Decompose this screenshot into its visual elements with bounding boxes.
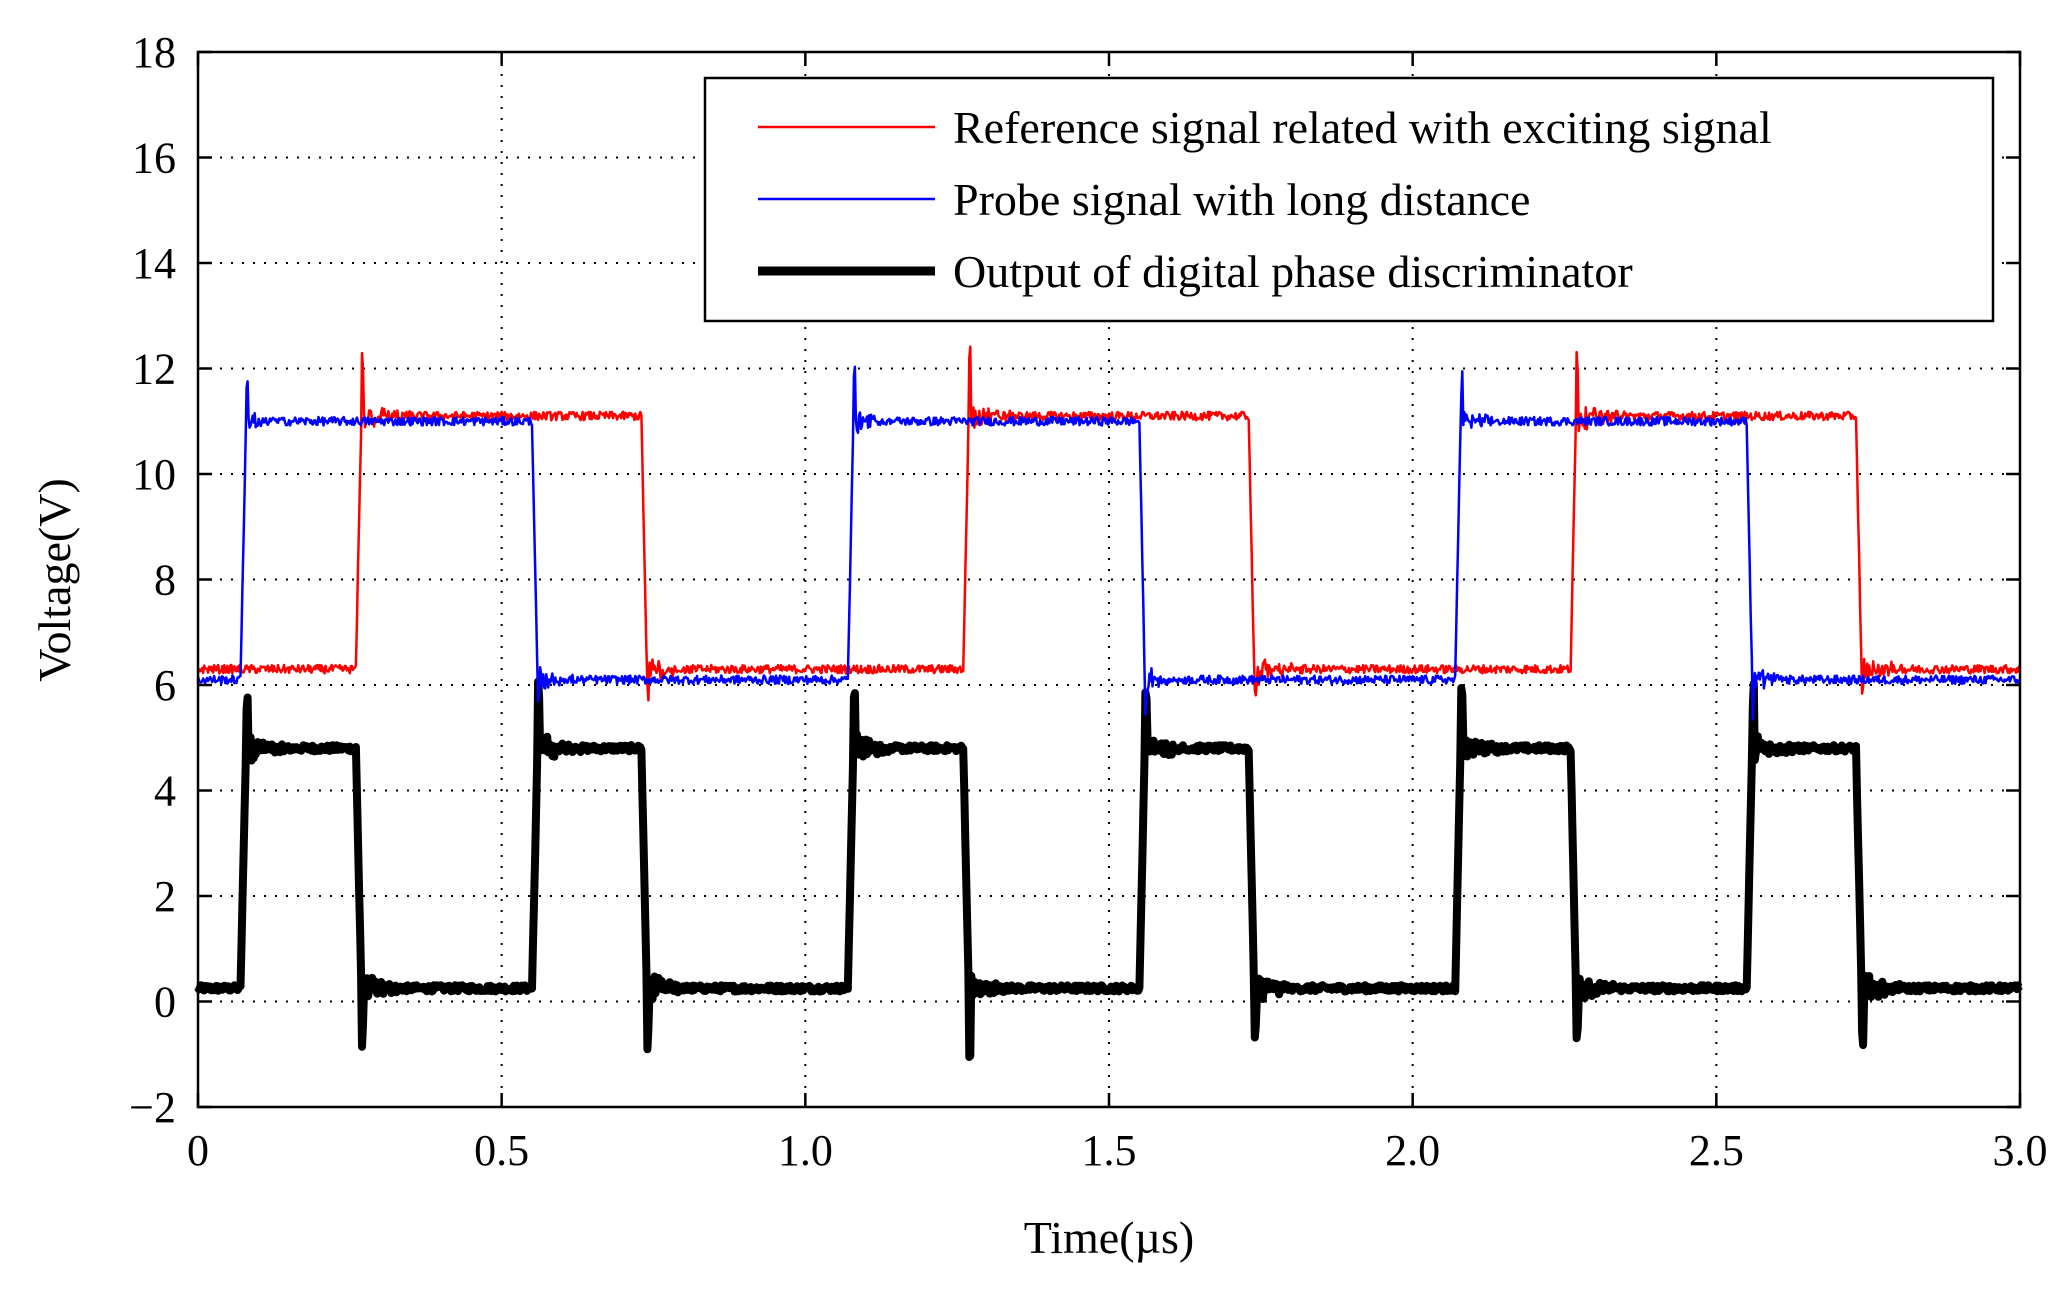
series-layer: [194, 345, 2023, 1061]
legend-label-output: Output of digital phase discriminator: [953, 246, 1633, 297]
y-tick-label: −2: [129, 1083, 176, 1132]
y-tick-label: 12: [132, 345, 176, 394]
series-reference-line: [197, 345, 2022, 702]
series-output-line: [194, 677, 2023, 1061]
legend-label-reference: Reference signal related with exciting s…: [953, 102, 1772, 153]
y-tick-label: 0: [154, 978, 176, 1027]
x-tick-label: 1.0: [778, 1126, 833, 1175]
y-tick-label: 4: [154, 767, 176, 816]
x-tick-label: 0.5: [474, 1126, 529, 1175]
y-tick-label: 16: [132, 134, 176, 183]
legend-label-probe: Probe signal with long distance: [953, 174, 1530, 225]
y-axis-label: Voltage(V): [29, 478, 80, 682]
x-tick-label: 2.5: [1689, 1126, 1744, 1175]
y-tick-label: 18: [132, 28, 176, 77]
ticks: [196, 50, 2022, 1109]
y-tick-label: 8: [154, 556, 176, 605]
y-tick-label: 10: [132, 450, 176, 499]
y-tick-label: 2: [154, 872, 176, 921]
y-tick-label: 14: [132, 239, 176, 288]
x-tick-label: 3.0: [1993, 1126, 2048, 1175]
legend: Reference signal related with exciting s…: [703, 76, 1995, 323]
x-tick-label: 1.5: [1082, 1126, 1137, 1175]
x-axis-label: Time(µs): [1024, 1212, 1195, 1263]
x-tick-label: 0: [187, 1126, 209, 1175]
y-tick-label: 6: [154, 661, 176, 710]
x-tick-label: 2.0: [1385, 1126, 1440, 1175]
series-probe-line: [196, 365, 2022, 721]
